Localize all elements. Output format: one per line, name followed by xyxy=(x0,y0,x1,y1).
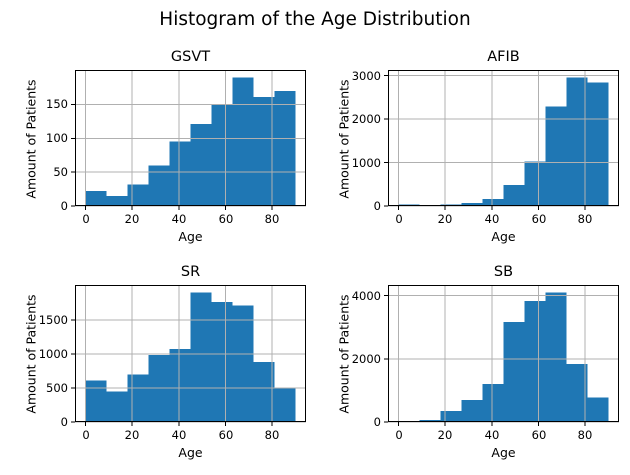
x-axis-label: Age xyxy=(178,445,203,460)
y-tick-label: 0 xyxy=(60,199,68,213)
x-tick-label: 80 xyxy=(577,212,593,226)
y-tick-label: 1000 xyxy=(351,156,381,170)
histogram-bar xyxy=(211,104,233,206)
histogram-bar xyxy=(85,380,107,422)
figure-title: Histogram of the Age Distribution xyxy=(159,9,471,30)
x-tick-label: 0 xyxy=(395,428,403,442)
y-tick-label: 500 xyxy=(46,381,68,395)
histogram-bar xyxy=(274,387,296,422)
histogram-bar xyxy=(503,321,525,422)
histogram-bar xyxy=(524,301,546,422)
y-tick-label: 1500 xyxy=(38,313,68,327)
x-tick-label: 60 xyxy=(218,428,234,442)
histogram-bar xyxy=(482,199,504,206)
x-tick-label: 60 xyxy=(531,212,547,226)
axes-spines xyxy=(388,285,619,422)
histogram-bar xyxy=(253,97,275,206)
x-tick-label: 40 xyxy=(171,428,187,442)
y-tick-label: 100 xyxy=(46,131,68,145)
x-tick-label: 20 xyxy=(124,212,140,226)
histogram-bar xyxy=(106,391,128,422)
y-tick-label: 50 xyxy=(53,165,68,179)
subplot-title: AFIB xyxy=(487,49,520,65)
y-tick-label: 2000 xyxy=(351,352,381,366)
histogram-bar xyxy=(253,362,275,422)
histogram-bar xyxy=(566,77,588,206)
y-tick-label: 0 xyxy=(60,415,68,429)
x-tick-label: 60 xyxy=(531,428,547,442)
x-tick-label: 20 xyxy=(124,428,140,442)
histogram-bar xyxy=(211,301,233,422)
x-tick-label: 0 xyxy=(82,212,90,226)
y-tick-label: 4000 xyxy=(351,289,381,303)
x-tick-label: 20 xyxy=(437,212,453,226)
subplot-title: GSVT xyxy=(170,49,211,65)
x-tick-label: 60 xyxy=(218,212,234,226)
y-tick-label: 150 xyxy=(46,97,68,111)
y-tick-label: 2000 xyxy=(351,112,381,126)
histogram-bar xyxy=(169,141,191,206)
y-tick-label: 0 xyxy=(373,199,381,213)
histogram-bar xyxy=(232,77,254,206)
x-tick-label: 40 xyxy=(484,428,500,442)
histogram-bar xyxy=(85,191,107,206)
y-tick-label: 1000 xyxy=(38,347,68,361)
plot-area xyxy=(384,70,619,210)
x-tick-label: 40 xyxy=(171,212,187,226)
axes-spines xyxy=(75,285,306,422)
x-tick-label: 40 xyxy=(484,212,500,226)
histogram-bar xyxy=(524,161,546,206)
histogram-bar xyxy=(566,363,588,422)
histogram-bar xyxy=(190,124,212,206)
histogram-bar xyxy=(127,184,149,206)
histogram-bar xyxy=(232,305,254,422)
histogram-bar xyxy=(127,374,149,422)
x-tick-label: 0 xyxy=(395,212,403,226)
axes-spines xyxy=(75,70,306,206)
x-tick-label: 80 xyxy=(264,428,280,442)
plot-area xyxy=(71,285,306,426)
x-tick-label: 0 xyxy=(82,428,90,442)
y-tick-label: 0 xyxy=(373,415,381,429)
plot-area xyxy=(71,70,306,210)
subplot-title: SB xyxy=(493,264,514,280)
y-tick-label: 3000 xyxy=(351,69,381,83)
x-tick-label: 80 xyxy=(264,212,280,226)
histogram-bar xyxy=(587,397,609,422)
x-axis-label: Age xyxy=(491,445,516,460)
histogram-bar xyxy=(461,202,483,206)
histogram-bar xyxy=(440,410,462,422)
histogram-bar xyxy=(106,195,128,206)
histogram-bar xyxy=(482,384,504,422)
histogram-bar xyxy=(274,90,296,206)
histogram-bar xyxy=(503,185,525,206)
histogram-bar xyxy=(545,292,567,422)
histogram-bar xyxy=(148,355,170,422)
plot-area xyxy=(384,285,619,426)
histogram-bar xyxy=(545,106,567,206)
x-tick-label: 20 xyxy=(437,428,453,442)
histogram-bar xyxy=(190,292,212,422)
histogram-bar xyxy=(169,349,191,422)
histogram-bar xyxy=(587,82,609,206)
x-tick-label: 80 xyxy=(577,428,593,442)
histogram-bar xyxy=(461,400,483,422)
x-axis-label: Age xyxy=(178,229,203,244)
subplot-title: SR xyxy=(180,264,201,280)
x-axis-label: Age xyxy=(491,229,516,244)
histogram-bar xyxy=(148,165,170,206)
axes-spines xyxy=(388,70,619,206)
y-axis-label: Amount of Patients xyxy=(336,294,352,414)
